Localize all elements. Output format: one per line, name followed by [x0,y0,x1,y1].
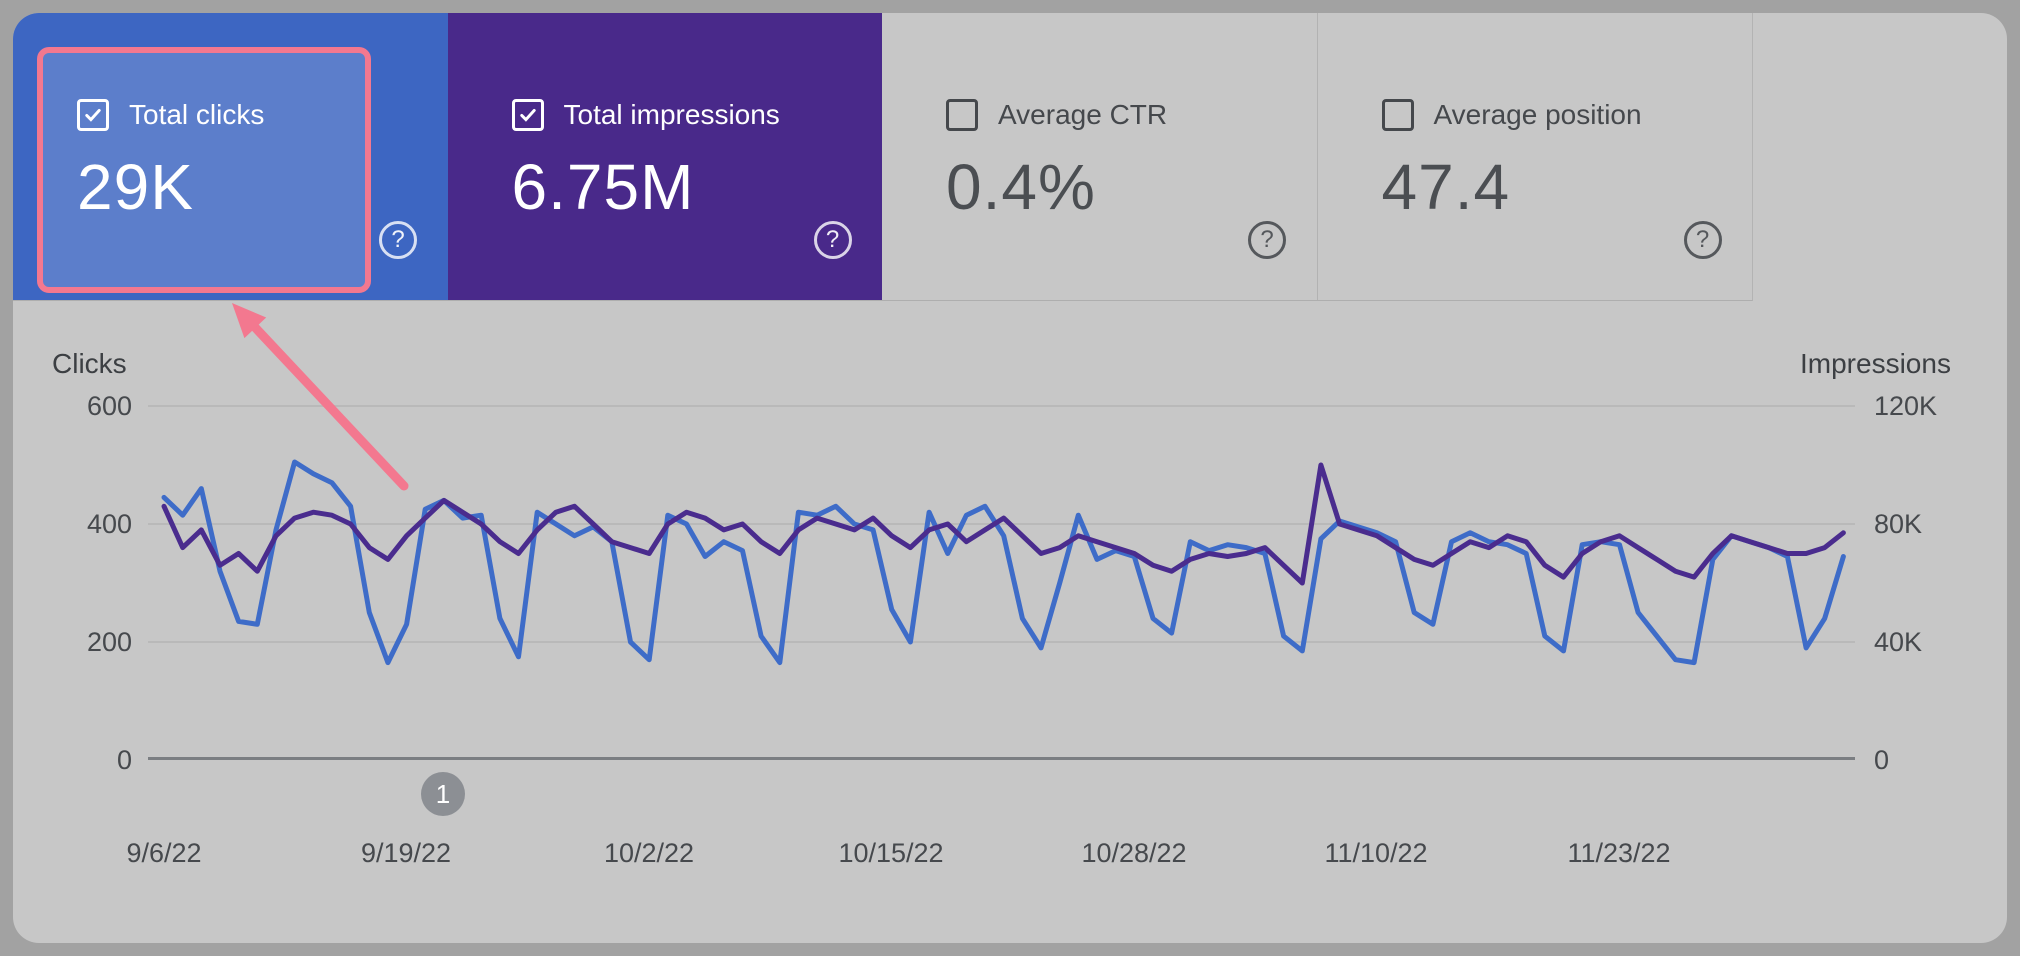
metric-card-total-clicks[interactable]: Total clicks 29K ? [13,13,448,300]
metric-card-average-position[interactable]: Average position 47.4 ? [1316,13,1752,300]
left-axis-tick: 200 [86,627,132,657]
total-impressions-label: Total impressions [563,99,780,130]
metric-head: Total impressions [511,99,780,131]
x-axis-date: 10/2/22 [603,838,695,868]
average-position-checkbox[interactable] [1381,99,1414,131]
x-axis-date: 9/19/22 [360,838,452,868]
x-axis-line [148,757,1855,760]
average-position-value: 47.4 [1381,151,1511,223]
total-clicks-value: 29K [77,151,194,223]
right-axis-title: Impressions [1800,348,1951,379]
check-icon [85,108,101,122]
help-icon[interactable]: ? [1683,221,1722,259]
help-icon[interactable]: ? [379,221,417,259]
gridline [148,641,1855,643]
metric-card-total-impressions[interactable]: Total impressions 6.75M ? [447,13,882,300]
metric-head: Average CTR [946,99,1167,131]
metric-head: Average position [1381,99,1642,131]
metric-head: Total clicks [77,99,264,131]
left-axis-title: Clicks [52,348,127,379]
metric-cards-row: Total clicks 29K ? Total impressions 6.7… [13,13,1753,301]
right-axis-tick: 0 [1874,745,1890,775]
check-icon [519,108,536,122]
total-impressions-value: 6.75M [511,151,695,223]
x-axis-date: 11/10/22 [1324,838,1428,868]
metric-card-average-ctr[interactable]: Average CTR 0.4% ? [882,13,1317,300]
average-position-label: Average position [1433,99,1642,130]
annotation-highlight-box [37,47,371,293]
x-axis-date: 9/6/22 [126,838,202,868]
gridline [148,523,1855,525]
total-clicks-checkbox[interactable] [77,99,109,131]
timeline-annotation-marker[interactable]: 1 [421,772,465,816]
total-clicks-label: Total clicks [129,99,265,130]
average-ctr-label: Average CTR [998,99,1168,130]
left-axis-tick: 600 [86,391,132,421]
average-ctr-value: 0.4% [946,151,1096,223]
left-axis-tick: 0 [116,745,132,775]
right-axis-tick: 40K [1874,627,1923,657]
gridline [148,405,1855,407]
help-icon[interactable]: ? [813,221,852,259]
left-axis-tick: 400 [86,509,132,539]
right-axis-tick: 120K [1874,391,1938,421]
x-axis-date: 11/23/22 [1567,838,1671,868]
total-impressions-checkbox[interactable] [511,99,544,131]
x-axis-date: 10/15/22 [838,838,944,868]
x-axis-date: 10/28/22 [1081,838,1187,868]
performance-line-chart[interactable] [148,380,1855,762]
average-ctr-checkbox[interactable] [946,99,978,131]
help-icon[interactable]: ? [1248,221,1286,259]
right-axis-tick: 80K [1874,509,1923,539]
